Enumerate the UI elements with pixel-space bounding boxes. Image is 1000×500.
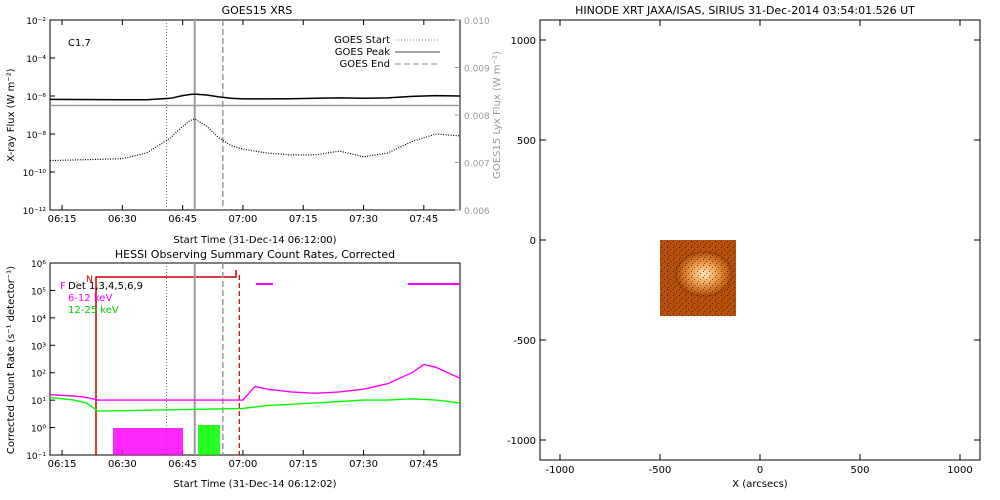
goes-frame — [49, 19, 461, 211]
hessi-xtick-label: 06:45 — [168, 459, 197, 470]
hessi-markers — [166, 263, 240, 455]
xrt-ytick-label: -1000 — [507, 436, 536, 447]
hessi-xtick-label: 07:00 — [229, 459, 258, 470]
xrt-title: HINODE XRT JAXA/ISAS, SIRIUS 31-Dec-2014… — [575, 4, 915, 17]
goes-ytick-label: 10⁻⁸ — [26, 131, 46, 141]
flag-f: F — [60, 281, 66, 292]
xrt-xtick-label: 1000 — [947, 465, 972, 476]
legend-goes-end: GOES End — [340, 59, 390, 70]
goes-ytick-right-label: 0.006 — [464, 207, 490, 217]
green-block — [198, 425, 220, 455]
goes-y-ticks: 10⁻² 10⁻⁴ 10⁻⁶ 10⁻⁸ 10⁻¹⁰ 10⁻¹² — [23, 17, 55, 217]
goes-xlabel: Start Time (31-Dec-14 06:12:00) — [173, 235, 336, 246]
night-bar — [95, 270, 237, 455]
goes-panel: GOES15 XRS 06:15 06:30 06:45 07:00 07:15 07:3… — [6, 4, 503, 246]
hessi-xtick-label: 07:30 — [349, 459, 378, 470]
goes-ytick-right-label: 0.008 — [464, 112, 490, 122]
goes-xtick-label: 07:15 — [289, 214, 318, 225]
legend-6-12: 6-12 keV — [68, 293, 112, 304]
xrt-y-ticks: 1000 500 0 -500 -1000 — [507, 36, 980, 447]
hessi-xtick-label: 07:45 — [409, 459, 438, 470]
goes-ytick-label: 10⁻¹⁰ — [23, 169, 47, 179]
goes-ytick-label: 10⁻¹² — [23, 207, 47, 217]
hessi-x-ticks: 06:15 06:30 06:45 07:00 07:15 07:30 07:45 — [48, 450, 438, 470]
xrt-ytick-label: 500 — [517, 136, 536, 147]
goes-legend: GOES Start GOES Peak GOES End — [334, 35, 440, 70]
goes-ytick-label: 10⁻² — [26, 17, 46, 27]
hessi-frame — [49, 262, 461, 456]
xrt-xtick-label: -500 — [649, 465, 672, 476]
hessi-ytick-label: 10⁴ — [31, 315, 46, 325]
goes-ytick-right-label: 0.009 — [464, 65, 490, 75]
xrt-ytick-label: 0 — [530, 236, 536, 247]
xrt-xtick-label: 0 — [757, 465, 763, 476]
hessi-flags: F N — [60, 270, 460, 455]
goes-xtick-label: 07:00 — [229, 214, 258, 225]
xrt-ytick-label: -500 — [513, 336, 536, 347]
legend-12-25: 12-25 keV — [68, 305, 119, 316]
xrt-xtick-label: -1000 — [545, 465, 574, 476]
hessi-xlabel: Start Time (31-Dec-14 06:12:02) — [173, 479, 336, 490]
hessi-attenuator-blocks — [113, 425, 220, 455]
goes-title: GOES15 XRS — [222, 4, 293, 17]
goes-ylabel: X-ray Flux (W m⁻²) — [6, 68, 17, 161]
hessi-ytick-label: 10⁶ — [31, 260, 46, 270]
xrt-panel: HINODE XRT JAXA/ISAS, SIRIUS 31-Dec-2014… — [507, 4, 981, 490]
goes-xtick-label: 06:30 — [108, 214, 137, 225]
hessi-xtick-label: 06:30 — [108, 459, 137, 470]
goes-ytick-label: 10⁻⁶ — [26, 93, 46, 103]
xrt-ytick-label: 1000 — [511, 36, 536, 47]
goes-series-long — [49, 93, 461, 101]
goes-ytick-label: 10⁻⁴ — [26, 55, 46, 65]
flag-n: N — [86, 275, 93, 285]
legend-det: Det 1,3,4,5,6,9 — [68, 281, 143, 292]
goes-xtick-label: 06:15 — [48, 214, 77, 225]
goes-xtick-label: 06:45 — [168, 214, 197, 225]
xrt-xlabel: X (arcsecs) — [732, 479, 788, 490]
hessi-panel: HESSI Observing Summary Count Rates, Cor… — [6, 248, 461, 490]
xrt-xtick-label: 500 — [850, 465, 869, 476]
goes-ytick-right-label: 0.007 — [464, 160, 490, 170]
xrt-x-ticks: -1000 -500 0 500 1000 — [545, 20, 973, 476]
hessi-ytick-label: 10¹ — [31, 397, 46, 407]
magenta-block — [113, 428, 183, 455]
hessi-series-12-25-keV — [49, 396, 461, 412]
xrt-image — [660, 240, 736, 316]
hessi-ytick-label: 10⁻¹ — [26, 452, 46, 462]
hessi-series-6-12-keV — [49, 363, 461, 401]
goes-ylabel-right: GOES15 Lyx Flux (W m⁻²) — [492, 51, 503, 179]
hessi-ytick-label: 10³ — [31, 342, 46, 352]
hessi-ytick-label: 10² — [31, 370, 46, 380]
goes-series-short — [49, 118, 461, 162]
goes-series — [49, 93, 461, 162]
goes-ytick-right-label: 0.010 — [464, 17, 490, 27]
hessi-legend: Det 1,3,4,5,6,9 6-12 keV 12-25 keV — [68, 281, 143, 316]
hessi-y-ticks: 10⁶ 10⁵ 10⁴ 10³ 10² 10¹ 10⁰ 10⁻¹ — [26, 260, 55, 462]
goes-xtick-label: 07:45 — [409, 214, 438, 225]
hessi-series — [49, 363, 461, 412]
hessi-title: HESSI Observing Summary Count Rates, Cor… — [115, 248, 395, 261]
xrt-frame — [539, 19, 981, 461]
hessi-ytick-label: 10⁵ — [31, 287, 46, 297]
goes-annotation: C1.7 — [68, 38, 91, 49]
xrt-image-noise — [660, 240, 736, 316]
goes-y-ticks-right: 0.010 0.009 0.008 0.007 0.006 — [455, 17, 490, 217]
goes-x-ticks: 06:15 06:30 06:45 07:00 07:15 07:30 07:45 — [48, 20, 438, 225]
hessi-ytick-label: 10⁰ — [31, 425, 46, 435]
hessi-xtick-label: 07:15 — [289, 459, 318, 470]
hessi-ylabel: Corrected Count Rate (s⁻¹ detector⁻¹) — [6, 266, 17, 454]
legend-goes-start: GOES Start — [334, 35, 390, 46]
legend-goes-peak: GOES Peak — [335, 47, 390, 58]
goes-markers — [166, 20, 224, 210]
goes-xtick-label: 07:30 — [349, 214, 378, 225]
hessi-xtick-label: 06:15 — [48, 459, 77, 470]
